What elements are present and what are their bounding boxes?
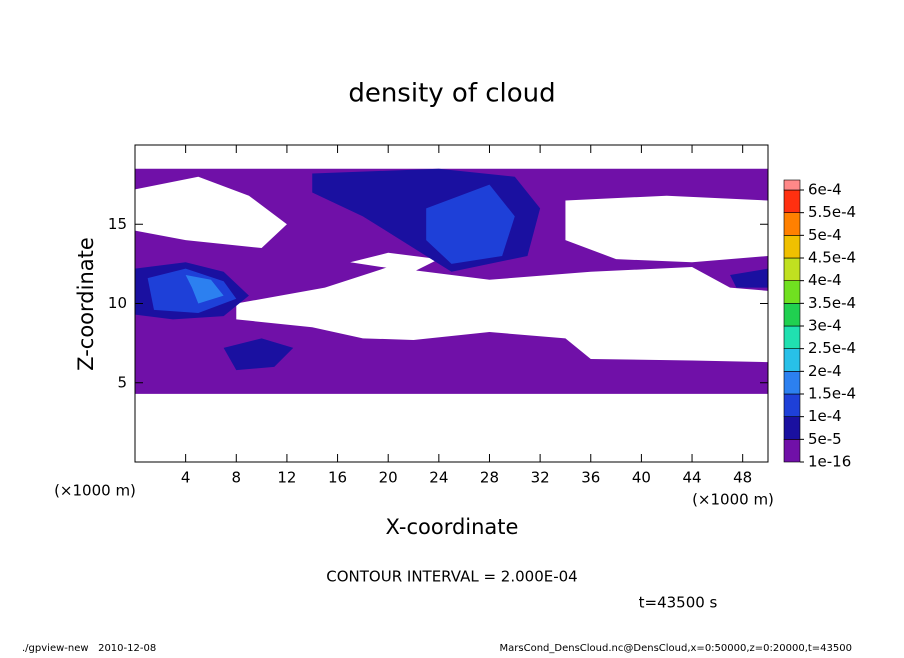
colorbar-band: [783, 189, 801, 213]
x-tick-label: 40: [632, 469, 651, 487]
y-unit: (×1000 m): [54, 482, 136, 500]
colorbar-band: [783, 179, 801, 191]
y-tick-label: 10: [108, 294, 127, 312]
x-tick-label: 44: [682, 469, 701, 487]
colorbar-label: 2e-4: [808, 362, 842, 380]
y-tick-label: 5: [117, 373, 127, 391]
chart-title: density of cloud: [348, 79, 555, 109]
empty-region: [135, 176, 287, 249]
colorbar-band: [783, 393, 801, 417]
time-label: t=43500 s: [639, 594, 718, 612]
x-tick-label: 28: [480, 469, 499, 487]
y-axis-label: Z-coordinate: [74, 237, 98, 371]
colorbar-label: 1e-16: [808, 453, 851, 471]
x-tick-label: 48: [733, 469, 752, 487]
colorbar-band: [783, 416, 801, 440]
colorbar-band: [783, 235, 801, 259]
colorbar-band: [783, 439, 801, 463]
colorbar-label: 3e-4: [808, 317, 842, 335]
contour-region: [730, 268, 768, 288]
colorbar-label: 5e-5: [808, 430, 842, 448]
contour-region: [147, 268, 237, 314]
x-tick-label: 8: [232, 469, 242, 487]
footer-right: MarsCond_DensCloud.nc@DensCloud,x=0:5000…: [500, 643, 852, 654]
colorbar-band: [783, 325, 801, 349]
colorbar-label: 5e-4: [808, 226, 842, 244]
x-tick-label: 16: [328, 469, 347, 487]
contour-region: [223, 338, 294, 371]
colorbar-label: 5.5e-4: [808, 203, 856, 221]
x-tick-label: 24: [429, 469, 448, 487]
x-tick-label: 4: [181, 469, 191, 487]
contour-region: [185, 274, 224, 304]
annotation: CONTOUR INTERVAL = 2.000E-04: [326, 568, 577, 586]
colorbar-label: 1.5e-4: [808, 385, 856, 403]
x-tick-label: 20: [379, 469, 398, 487]
colorbar-band: [783, 212, 801, 236]
colorbar-label: 4e-4: [808, 271, 842, 289]
x-axis-label: X-coordinate: [386, 515, 519, 539]
plot-area: [135, 168, 768, 394]
empty-region: [565, 195, 768, 263]
empty-region: [236, 267, 768, 363]
colorbar-band: [783, 348, 801, 372]
colorbar-band: [783, 371, 801, 395]
x-tick-label: 32: [531, 469, 550, 487]
x-tick-label: 12: [277, 469, 296, 487]
contour-region: [426, 184, 515, 264]
colorbar-band: [783, 257, 801, 281]
colorbar-label: 1e-4: [808, 407, 842, 425]
colorbar-band: [783, 303, 801, 327]
x-tick-label: 36: [581, 469, 600, 487]
colorbar-label: 6e-4: [808, 181, 842, 199]
y-tick-label: 15: [108, 215, 127, 233]
colorbar-label: 4.5e-4: [808, 249, 856, 267]
colorbar-label: 2.5e-4: [808, 339, 856, 357]
footer-left: ./gpview-new 2010-12-08: [22, 643, 156, 654]
x-unit: (×1000 m): [692, 491, 774, 509]
colorbar-label: 3.5e-4: [808, 294, 856, 312]
colorbar-band: [783, 280, 801, 304]
empty-region: [350, 252, 439, 272]
